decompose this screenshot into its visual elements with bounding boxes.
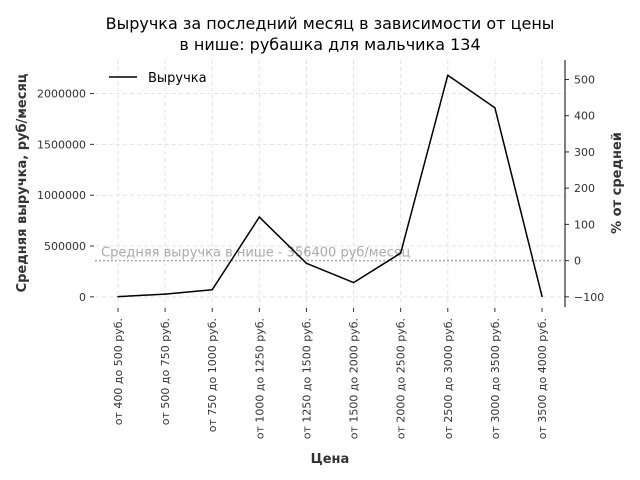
revenue-series xyxy=(117,74,543,298)
y-tick-label-1: 500000 xyxy=(44,240,86,253)
right-axis-label: % от средней xyxy=(610,132,625,234)
x-tick-label-2: от 750 до 1000 руб. xyxy=(206,318,219,432)
x-tick-label-4: от 1250 до 1500 руб. xyxy=(300,318,313,439)
y-tick-label-2: 1000000 xyxy=(37,189,86,202)
data-point-4 xyxy=(305,262,308,265)
data-point-3 xyxy=(258,216,261,218)
data-point-8 xyxy=(494,106,496,109)
x-tick-label-5: от 1500 до 2000 руб. xyxy=(348,318,361,439)
data-point-2 xyxy=(211,288,214,291)
y-tick-label-0: 0 xyxy=(79,291,86,304)
data-point-0 xyxy=(117,295,119,298)
right-tick-label-1: 0 xyxy=(574,255,581,268)
chart-title-line1: Выручка за последний месяц в зависимости… xyxy=(106,14,555,33)
right-axis-ticks: −100 0 100 200 300 400 500 xyxy=(565,73,604,304)
right-tick-label-6: 500 xyxy=(574,73,595,86)
chart-title-line2: в нише: рубашка для мальчика 134 xyxy=(179,35,480,54)
right-tick-label-4: 300 xyxy=(574,146,595,159)
x-tick-label-8: от 3000 до 3500 руб. xyxy=(489,318,502,439)
x-axis-ticks: от 400 до 500 руб. от 500 до 750 руб. от 7… xyxy=(112,308,549,439)
x-tick-label-0: от 400 до 500 руб. xyxy=(112,318,125,425)
grid-lines xyxy=(95,60,565,307)
data-point-7 xyxy=(446,74,449,77)
right-tick-label-5: 400 xyxy=(574,110,595,123)
series-line-0 xyxy=(117,74,543,298)
data-point-1 xyxy=(164,293,166,295)
x-tick-label-6: от 2000 до 2500 руб. xyxy=(395,318,408,439)
data-point-5 xyxy=(352,281,355,284)
legend: Выручка xyxy=(109,71,207,86)
x-tick-label-7: от 2500 до 3000 руб. xyxy=(442,318,455,439)
right-tick-label-0: −100 xyxy=(574,291,604,304)
average-label: Средняя выручка в нише - 356400 руб/меся… xyxy=(101,246,411,261)
x-tick-label-3: от 1000 до 1250 руб. xyxy=(253,318,266,439)
right-tick-label-3: 200 xyxy=(574,182,595,195)
y-tick-label-4: 2000000 xyxy=(37,88,86,101)
data-point-9 xyxy=(541,295,543,298)
y-tick-label-3: 1500000 xyxy=(37,138,86,151)
x-axis-label: Цена xyxy=(311,452,350,467)
y-axis-label: Средняя выручка, руб/месяц xyxy=(15,73,30,292)
legend-label: Выручка xyxy=(148,71,207,86)
data-point-6 xyxy=(399,252,402,254)
x-tick-label-9: от 3500 до 4000 руб. xyxy=(536,318,549,439)
y-axis-ticks: 0 500000 1000000 1500000 2000000 xyxy=(37,88,94,304)
x-tick-label-1: от 500 до 750 руб. xyxy=(159,318,172,425)
right-tick-label-2: 100 xyxy=(574,218,595,231)
